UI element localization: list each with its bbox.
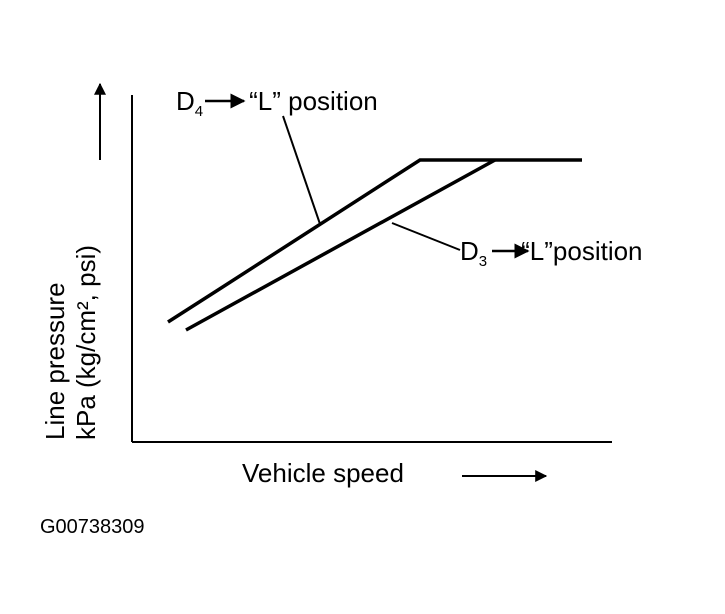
leader-d4: [282, 115, 321, 225]
figure-code: G00738309: [40, 516, 145, 538]
leader-d3: [391, 222, 461, 251]
y-axis-label-1: Line pressure: [40, 282, 70, 440]
curve-label-d4: D4 “L” position: [176, 86, 378, 120]
curve-d3: [185, 158, 496, 332]
x-axis-label: Vehicle speed: [242, 458, 404, 488]
y-axis-label-2: kPa (kg/cm², psi): [71, 245, 101, 440]
curve-d4: [167, 158, 582, 324]
curve-label-d3: D3 “L”position: [460, 236, 643, 270]
